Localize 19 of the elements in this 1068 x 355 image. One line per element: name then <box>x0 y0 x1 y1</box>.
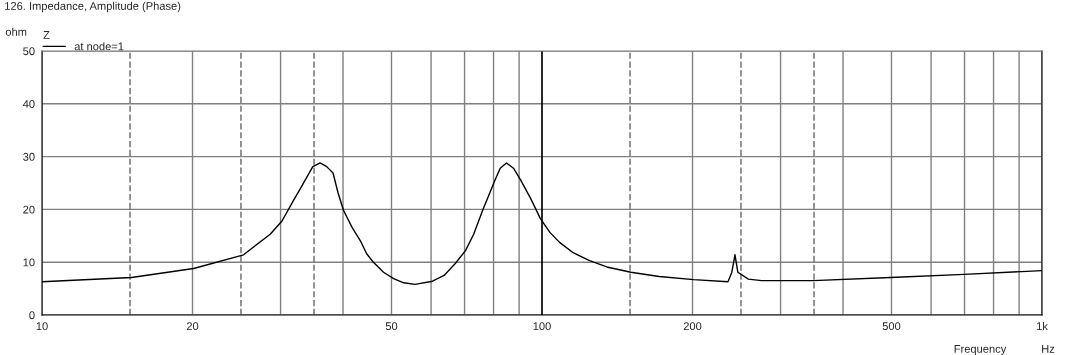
x-tick-label: 20 <box>186 322 199 331</box>
text: Hz <box>1042 345 1055 353</box>
x-tick-label: 200 <box>683 322 702 331</box>
x-tick-label: 100 <box>533 322 551 331</box>
x-axis-title: Frequency <box>954 345 1007 355</box>
y-tick-label: 40 <box>22 100 35 108</box>
x-tick-label: 1k <box>1036 321 1048 330</box>
y-tick-label: 30 <box>23 152 35 161</box>
x-tick-label: 10 <box>36 322 48 331</box>
chart-title: 126. Impedance, Amplitude (Phase) <box>5 1 181 13</box>
y-tick-label: 20 <box>23 205 35 214</box>
y-tick-label: 10 <box>23 258 35 267</box>
x-tick-label: 500 <box>882 322 901 331</box>
y-tick-label: 0 <box>29 311 35 320</box>
legend-title: Z <box>43 31 50 39</box>
y-axis-title: ohm <box>5 27 27 36</box>
text: at node=1 <box>74 42 124 51</box>
x-tick-label: 50 <box>385 322 398 331</box>
y-tick-label: 50 <box>23 47 35 56</box>
